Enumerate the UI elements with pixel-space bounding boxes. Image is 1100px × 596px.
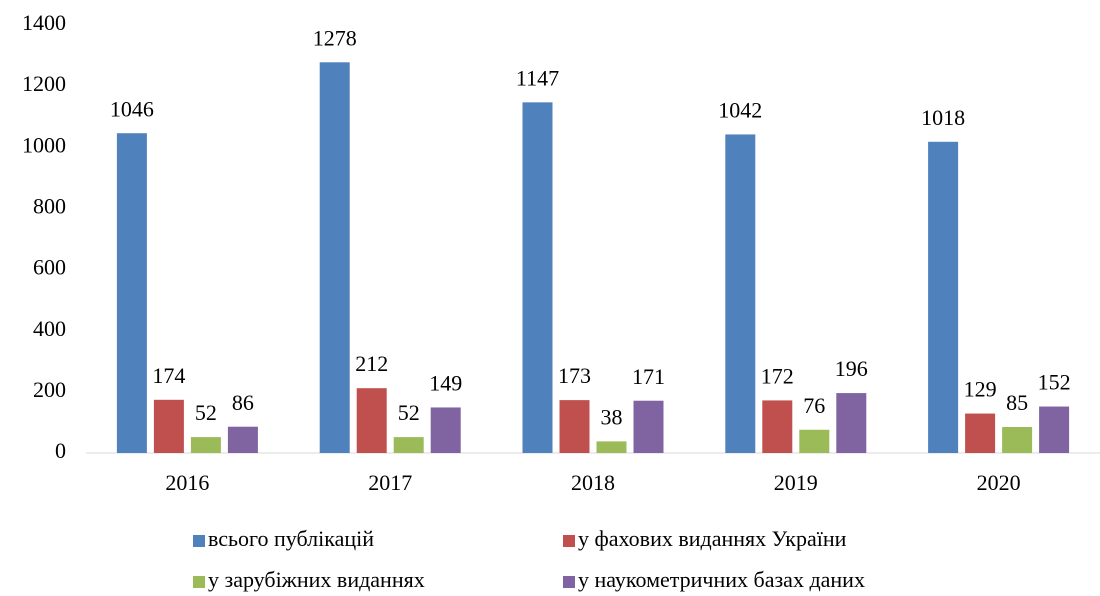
value-label: 172 [761,363,794,388]
bar [522,102,553,454]
bar [1039,406,1070,453]
bar [596,441,627,453]
bar [393,437,424,453]
bar [319,62,350,453]
x-tick-label: 2017 [368,470,412,495]
bar [799,429,830,453]
y-tick-label: 0 [55,438,66,463]
legend-swatch [193,535,205,547]
value-label: 38 [601,404,623,429]
legend-swatch [563,535,575,547]
bar [633,400,664,453]
value-label: 52 [398,400,420,425]
value-label: 52 [195,400,217,425]
value-label: 149 [429,370,462,395]
value-label: 85 [1006,390,1028,415]
legend-label: у зарубіжних виданнях [208,567,425,592]
value-label: 171 [632,364,665,389]
value-label: 86 [232,390,254,415]
x-tick-label: 2016 [165,470,209,495]
y-tick-label: 400 [33,316,66,341]
y-tick-label: 1000 [22,132,66,157]
y-tick-label: 800 [33,193,66,218]
value-label: 174 [152,363,185,388]
x-tick-label: 2020 [977,470,1021,495]
x-tick-label: 2019 [774,470,818,495]
value-label: 1046 [110,96,154,121]
value-label: 1147 [516,65,559,90]
bar [1002,427,1033,453]
value-label: 1018 [921,105,965,130]
value-label: 1278 [313,25,357,50]
bar [430,407,461,453]
value-label: 76 [803,393,825,418]
bar [725,134,756,453]
y-tick-label: 1200 [22,71,66,96]
legend-label: у фахових виданнях України [578,526,847,551]
legend-swatch [193,576,205,588]
bar [116,133,147,454]
value-label: 196 [835,356,868,381]
bar [356,388,387,453]
bar [965,413,996,453]
bar [928,141,959,454]
value-label: 173 [558,363,591,388]
bar [836,393,867,453]
x-tick-label: 2018 [571,470,615,495]
y-tick-label: 200 [33,377,66,402]
value-label: 1042 [718,97,762,122]
value-label: 212 [355,351,388,376]
bar [153,399,184,453]
y-tick-label: 600 [33,255,66,280]
bar [227,426,258,453]
legend-label: у наукометричних базах даних [578,567,865,592]
legend-label: всього публікацій [208,526,374,551]
value-label: 152 [1038,370,1071,395]
y-tick-label: 1400 [22,10,66,35]
value-label: 129 [964,377,997,402]
legend-swatch [563,576,575,588]
bar [762,400,793,453]
bar [559,400,590,453]
bar [190,437,221,453]
